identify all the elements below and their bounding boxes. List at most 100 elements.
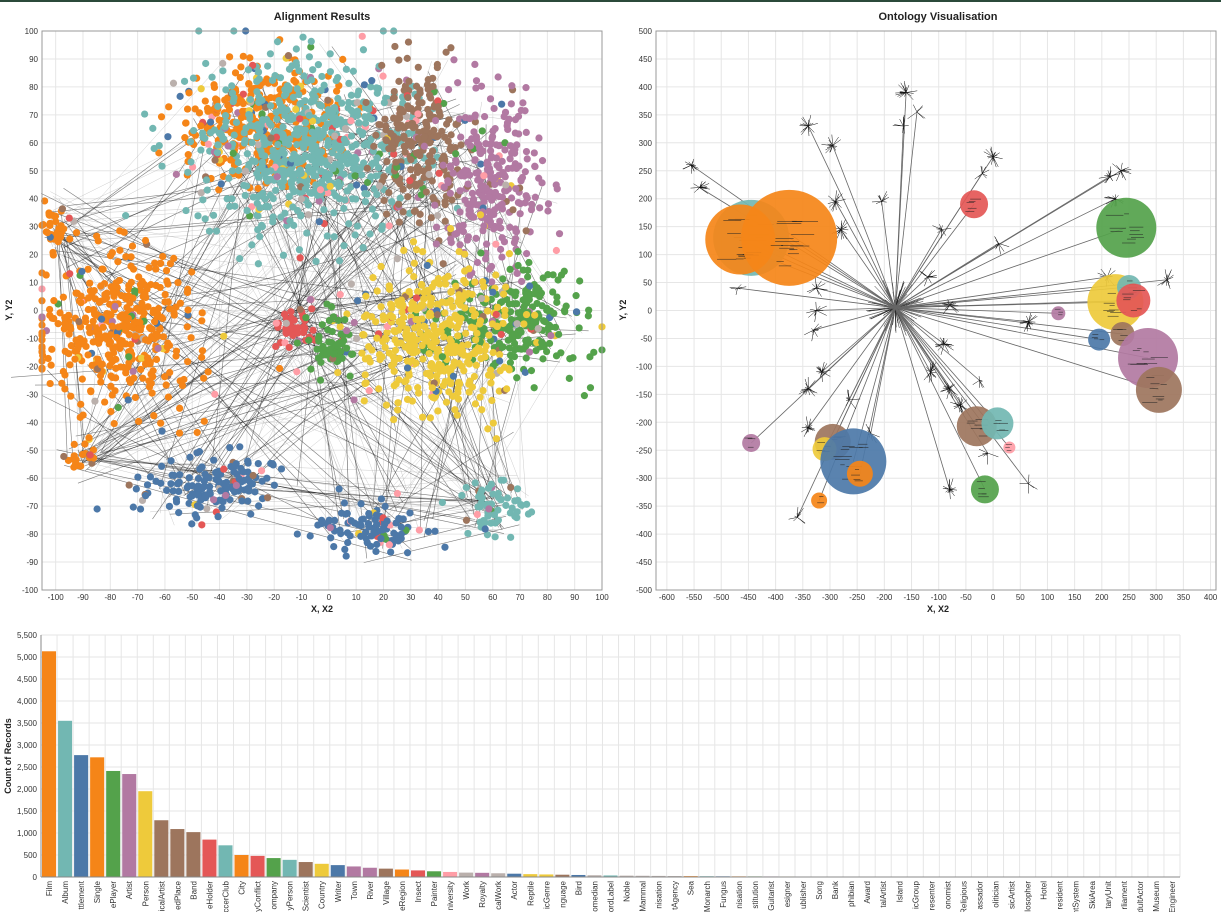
x-tick-label: 70: [516, 593, 525, 602]
y-tick-label: 3,000: [17, 741, 38, 750]
data-point: [274, 140, 282, 149]
data-point: [309, 326, 317, 334]
leaf-line: [950, 401, 961, 406]
data-point: [385, 541, 393, 549]
data-point: [493, 303, 502, 311]
leaf-line: [840, 229, 844, 239]
window-top-bar: [0, 0, 1221, 2]
data-point: [441, 217, 449, 225]
data-point: [359, 129, 367, 137]
bar: [314, 863, 329, 877]
data-point: [174, 278, 182, 287]
data-point: [509, 206, 517, 214]
leaf-line: [1166, 269, 1172, 280]
spoke-line: [877, 307, 896, 317]
data-point: [169, 79, 178, 87]
data-point: [186, 453, 194, 461]
data-point: [151, 318, 159, 326]
data-point: [343, 150, 351, 158]
data-point: [158, 462, 166, 470]
leaf-line: [1105, 198, 1116, 205]
data-point: [333, 87, 341, 95]
y-tick-label: 5,500: [17, 631, 38, 640]
data-point: [231, 202, 239, 210]
data-point: [480, 172, 488, 180]
data-point: [131, 287, 139, 295]
edge-line: [895, 307, 1160, 391]
data-point: [535, 134, 543, 142]
data-point: [365, 343, 373, 351]
data-point: [178, 381, 187, 390]
data-point: [414, 63, 422, 71]
link-line: [379, 366, 502, 391]
bar: [491, 873, 506, 877]
data-point: [97, 378, 105, 386]
y-tick-label: 150: [639, 223, 653, 232]
data-point: [480, 112, 489, 121]
data-point: [444, 272, 452, 280]
data-point: [441, 543, 449, 551]
leaf-line: [1019, 321, 1029, 325]
link-line: [203, 159, 469, 294]
data-point: [106, 252, 115, 260]
data-point: [141, 236, 150, 245]
data-point: [75, 317, 83, 326]
data-point: [383, 328, 391, 337]
data-point: [394, 135, 402, 143]
leaf-line: [831, 134, 833, 146]
data-point: [125, 353, 133, 361]
data-point: [388, 198, 396, 206]
data-point: [462, 291, 470, 299]
leaf-line: [978, 448, 988, 454]
data-point: [187, 158, 195, 166]
data-point: [287, 308, 295, 316]
data-point: [315, 197, 323, 205]
data-point: [364, 354, 373, 362]
data-point: [393, 406, 402, 414]
leaf-line: [1161, 279, 1168, 285]
data-point: [197, 85, 205, 93]
x-tick-label: 80: [543, 593, 552, 602]
data-point: [305, 53, 314, 61]
y-tick-label: -40: [26, 418, 38, 427]
data-point: [248, 241, 256, 249]
data-point: [367, 173, 375, 181]
leaf-line: [1120, 170, 1125, 178]
leaf-line: [835, 193, 840, 202]
data-point: [108, 322, 116, 330]
data-point: [161, 373, 169, 381]
data-point: [514, 261, 522, 270]
data-point: [508, 164, 516, 172]
data-point: [208, 73, 216, 81]
link-line: [363, 524, 520, 563]
leaf-line: [734, 287, 738, 291]
leaf-line: [1026, 321, 1029, 332]
data-point: [511, 346, 519, 354]
leaf-line: [848, 398, 861, 401]
data-point: [466, 377, 474, 385]
data-point: [531, 162, 539, 170]
data-point: [282, 328, 290, 336]
data-point: [482, 140, 490, 148]
data-point: [224, 101, 232, 109]
class-bubbles: [705, 189, 1182, 509]
data-point: [343, 160, 352, 168]
y-tick-label: 0: [33, 873, 38, 882]
data-point: [188, 520, 196, 528]
leaf-line: [899, 92, 907, 98]
data-point: [477, 294, 486, 303]
data-point: [326, 182, 334, 190]
data-point: [464, 180, 472, 188]
data-point: [539, 274, 547, 282]
bar: [218, 845, 233, 877]
link-line: [64, 465, 412, 561]
data-point: [236, 443, 244, 451]
data-point: [74, 340, 82, 348]
data-point: [157, 419, 165, 427]
y-tick-label: 10: [29, 279, 38, 288]
data-point: [316, 186, 325, 194]
data-point: [202, 59, 210, 68]
leaf-line: [690, 187, 700, 189]
data-point: [466, 114, 474, 123]
data-point: [434, 103, 442, 111]
